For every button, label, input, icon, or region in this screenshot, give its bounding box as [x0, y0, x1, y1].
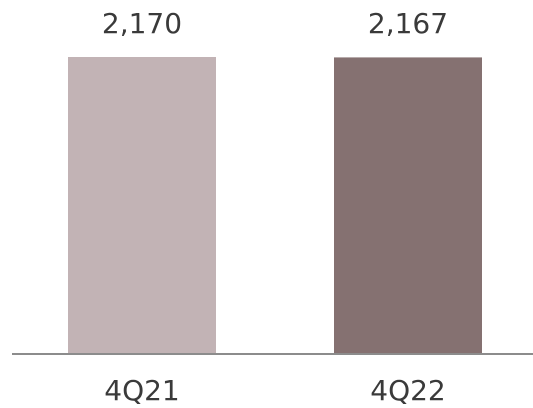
- bar-4q21: [68, 57, 216, 354]
- data-label-4q21: 2,170: [102, 7, 182, 40]
- bar-4q22: [334, 57, 482, 355]
- bars-group: [68, 57, 482, 355]
- x-tick-label-4q22: 4Q22: [370, 374, 445, 407]
- x-tick-label-4q21: 4Q21: [104, 374, 179, 407]
- data-label-4q22: 2,167: [368, 7, 448, 40]
- labels-group: 2,170 4Q21 2,167 4Q22: [102, 7, 448, 407]
